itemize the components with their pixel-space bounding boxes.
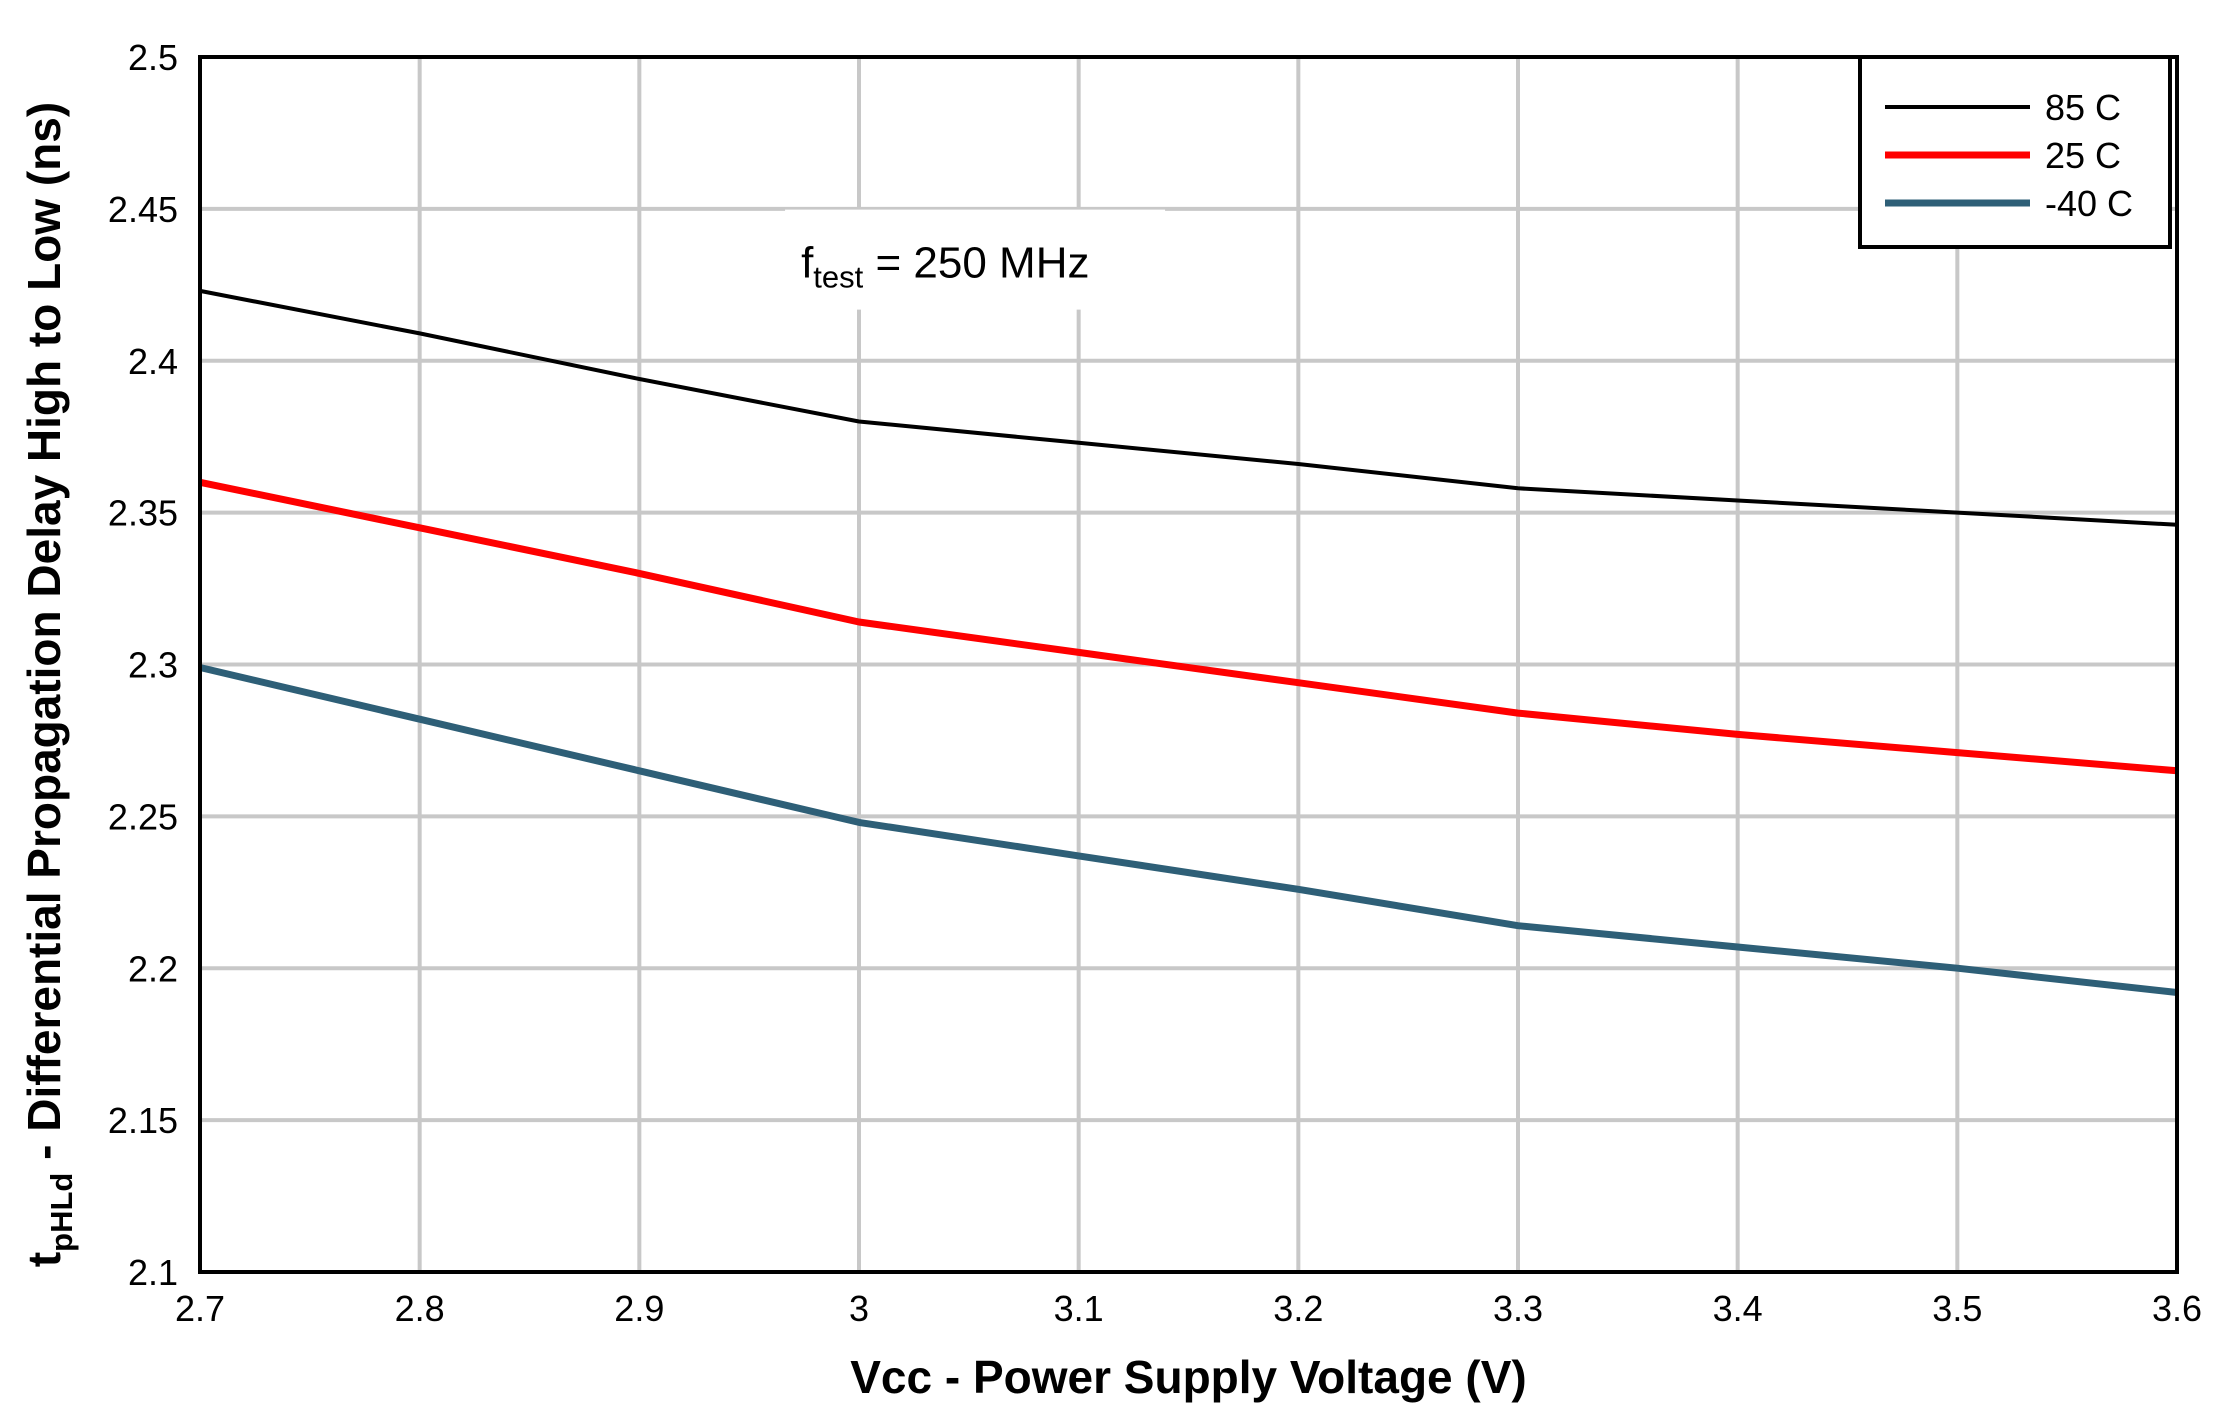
annotation-rest: = 250 MHz [863, 239, 1089, 288]
x-tick-label: 2.8 [395, 1288, 445, 1329]
annotation-background [785, 209, 1166, 310]
y-axis-title: tpHLd - Differential Propagation Delay H… [18, 102, 79, 1267]
annotation-box [785, 209, 1166, 310]
annotation-ftest: ftest = 250 MHz [801, 239, 1089, 295]
series-line-25c [199, 478, 2178, 775]
annotation-main: f [801, 239, 814, 288]
y-tick-label: 2.45 [108, 189, 178, 230]
y-tick-label: 2.15 [108, 1100, 178, 1141]
x-tick-label: 3.6 [2152, 1288, 2202, 1329]
y-tick-labels: 2.1 2.15 2.2 2.25 2.3 2.35 2.4 2.45 2.5 [108, 37, 178, 1293]
series-line-85c [199, 288, 2178, 527]
y-tick-label: 2.5 [128, 37, 178, 78]
y-tick-label: 2.4 [128, 341, 178, 382]
x-tick-label: 3.4 [1713, 1288, 1763, 1329]
y-axis-title-subscript: pHLd [44, 1173, 79, 1252]
y-tick-label: 2.3 [128, 645, 178, 686]
x-tick-labels: 2.7 2.8 2.9 3 3.1 3.2 3.3 3.4 3.5 3.6 [175, 1288, 2202, 1329]
annotation-subscript: test [813, 260, 863, 295]
x-tick-label: 3.5 [1932, 1288, 1982, 1329]
series-line--40c [199, 664, 2178, 996]
x-tick-label: 2.7 [175, 1288, 225, 1329]
x-tick-label: 2.9 [614, 1288, 664, 1329]
plot-frame [198, 55, 2179, 1274]
y-tick-label: 2.25 [108, 796, 178, 837]
legend-label: -40 C [2045, 183, 2133, 224]
y-axis-title-rest: - Differential Propagation Delay High to… [18, 102, 70, 1173]
y-axis-title-main: t [18, 1252, 70, 1267]
x-tick-label: 3 [849, 1288, 869, 1329]
x-tick-label: 3.1 [1054, 1288, 1104, 1329]
y-tick-label: 2.1 [128, 1252, 178, 1293]
legend: 85 C 25 C -40 C [1858, 55, 2172, 249]
x-axis-title: Vcc - Power Supply Voltage (V) [850, 1351, 1527, 1403]
legend-label: 85 C [2045, 87, 2121, 128]
y-tick-label: 2.35 [108, 493, 178, 534]
x-tick-label: 3.2 [1273, 1288, 1323, 1329]
legend-label: 25 C [2045, 135, 2121, 176]
x-tick-label: 3.3 [1493, 1288, 1543, 1329]
series-lines [199, 288, 2178, 996]
y-tick-label: 2.2 [128, 948, 178, 989]
